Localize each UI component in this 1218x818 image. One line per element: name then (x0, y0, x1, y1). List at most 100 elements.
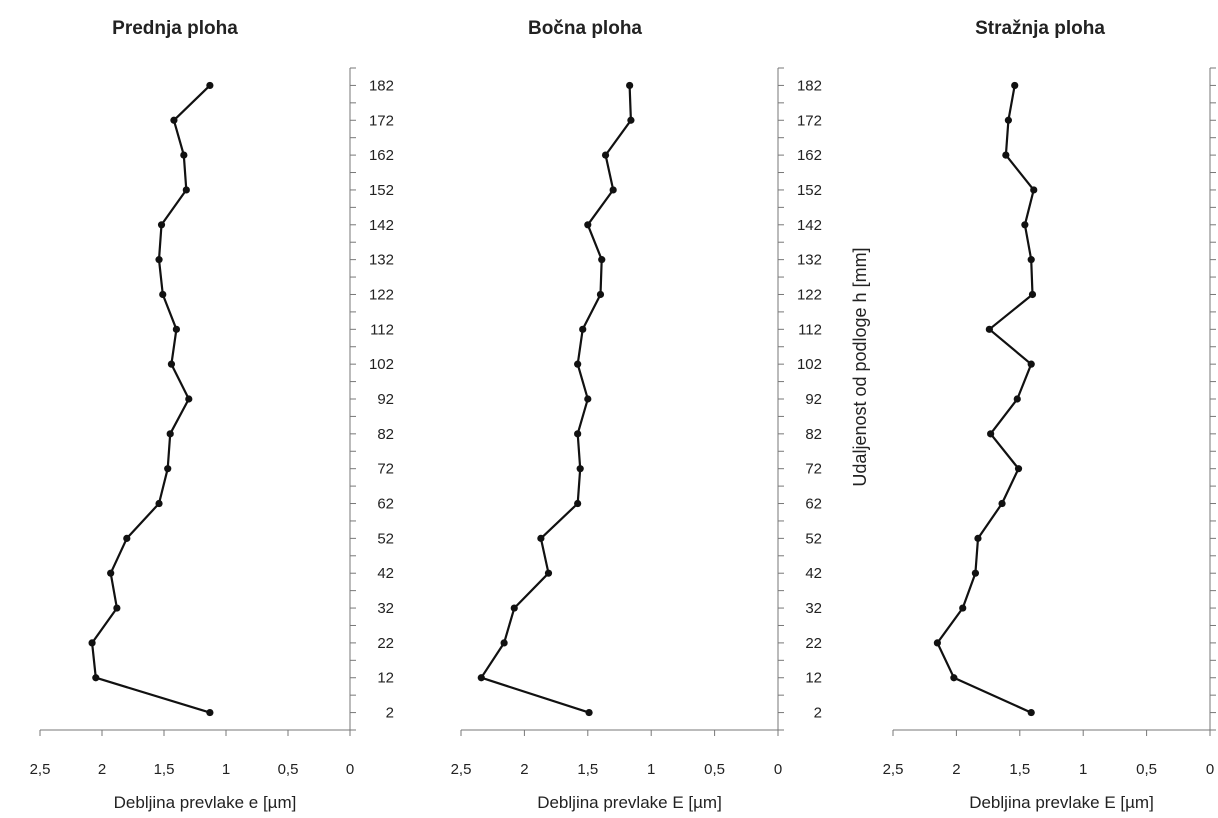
chart-panel-3: Stražnja ploha2,521,510,5021222324252627… (883, 18, 1216, 812)
x-axis-label: Debljina prevlake E [µm] (537, 793, 722, 812)
y-tick-label: 52 (377, 530, 394, 547)
y-tick-label: 142 (797, 217, 822, 234)
data-point (609, 186, 617, 194)
data-point (107, 569, 115, 577)
x-tick-label: 2,5 (30, 761, 51, 778)
y-tick-label: 82 (805, 426, 822, 443)
y-tick-label: 122 (797, 286, 822, 303)
y-tick-label: 72 (805, 461, 822, 478)
data-point (180, 151, 188, 159)
x-tick-label: 0 (346, 761, 354, 778)
y-tick-label: 12 (805, 670, 822, 687)
y-tick-label: 182 (797, 77, 822, 94)
chart-title: Prednja ploha (112, 18, 238, 39)
x-tick-label: 2 (98, 761, 106, 778)
data-point (950, 674, 958, 682)
y-tick-label: 22 (805, 635, 822, 652)
y-tick-label: 162 (797, 147, 822, 164)
y-tick-label: 2 (814, 705, 822, 722)
x-axis-label: Debljina prevlake E [µm] (969, 793, 1154, 812)
y-tick-label: 122 (369, 286, 394, 303)
x-tick-label: 1 (222, 761, 230, 778)
data-point (1027, 708, 1035, 717)
y-tick-label: 152 (369, 182, 394, 199)
y-tick-label: 92 (377, 391, 394, 408)
data-point (585, 708, 593, 717)
y-tick-label: 32 (805, 600, 822, 617)
y-tick-label: 152 (797, 182, 822, 199)
x-tick-label: 2 (952, 761, 960, 778)
data-point (155, 499, 163, 508)
data-point (1002, 151, 1010, 159)
y-tick-label: 172 (369, 112, 394, 129)
x-tick-label: 0,5 (1136, 761, 1157, 778)
chart-title: Stražnja ploha (975, 18, 1105, 39)
x-tick-label: 2 (520, 761, 528, 778)
data-point (123, 534, 131, 542)
data-point (170, 116, 178, 124)
x-tick-label: 2,5 (883, 761, 904, 778)
y-tick-label: 172 (797, 112, 822, 129)
data-point (185, 395, 193, 403)
data-point (1028, 290, 1037, 299)
data-point (159, 290, 167, 299)
data-point (598, 256, 606, 264)
y-tick-label: 62 (805, 496, 822, 513)
data-point (1027, 360, 1035, 368)
x-tick-label: 0 (774, 761, 782, 778)
series-line (480, 85, 633, 714)
y-tick-label: 102 (369, 356, 394, 373)
y-tick-label: 182 (369, 77, 394, 94)
y-tick-label: 22 (377, 635, 394, 652)
x-axis-label: Debljina prevlake e [µm] (114, 793, 297, 812)
data-point (627, 116, 635, 124)
y-axis-label: Udaljenost od podloge h [mm] (850, 247, 870, 486)
data-point (92, 674, 100, 682)
x-tick-label: 1 (1079, 761, 1087, 778)
data-point (500, 639, 508, 647)
y-tick-label: 132 (369, 252, 394, 269)
data-point (1030, 186, 1038, 194)
data-point (1021, 221, 1029, 229)
data-point (974, 534, 982, 542)
data-point (574, 499, 582, 508)
x-tick-label: 0 (1206, 761, 1214, 778)
data-point (574, 360, 582, 368)
y-tick-label: 32 (377, 600, 394, 617)
x-tick-label: 0,5 (704, 761, 725, 778)
x-tick-label: 1,5 (154, 761, 175, 778)
x-tick-label: 1,5 (577, 761, 598, 778)
y-tick-label: 82 (377, 426, 394, 443)
data-point (206, 81, 214, 90)
data-point (998, 499, 1006, 508)
chart-panel-1: Prednja ploha 2,5 2 1,5 1 0,5 0 2 12 22 32 42 52 62 72… (30, 18, 394, 812)
data-point (510, 604, 518, 612)
data-point (167, 360, 176, 368)
data-point (544, 569, 553, 577)
data-point (166, 430, 174, 438)
data-point (959, 604, 967, 612)
data-point (933, 639, 941, 647)
data-point (113, 604, 121, 612)
x-tick-label: 1 (647, 761, 655, 778)
data-point (584, 395, 592, 403)
data-point (1013, 395, 1021, 403)
data-point (206, 708, 214, 717)
data-point (1014, 465, 1023, 473)
data-point (172, 325, 180, 333)
x-tick-label: 0,5 (278, 761, 299, 778)
data-point (584, 221, 592, 229)
y-tick-label: 132 (797, 252, 822, 269)
data-point (477, 674, 485, 682)
y-tick-label: 42 (805, 565, 822, 582)
data-point (1027, 256, 1035, 264)
y-tick-label: 72 (377, 461, 394, 478)
data-point (971, 569, 980, 577)
y-tick-label: 142 (369, 217, 394, 234)
y-tick-label: 112 (798, 321, 822, 338)
data-point (182, 186, 190, 194)
data-point (1004, 116, 1012, 124)
x-tick-label: 2,5 (451, 761, 472, 778)
y-tick-label: 162 (369, 147, 394, 164)
